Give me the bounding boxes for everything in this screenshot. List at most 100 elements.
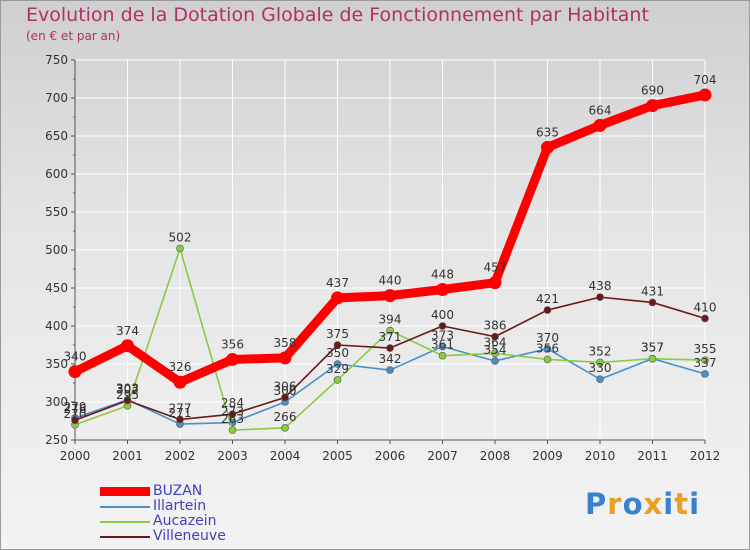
data-label-aucazein: 502 <box>169 230 192 244</box>
data-point-villeneuve <box>648 298 657 307</box>
legend-label: Aucazein <box>153 513 217 529</box>
y-tick-label: 700 <box>45 91 68 105</box>
data-point-aucazein <box>491 349 499 358</box>
x-tick-label: 2001 <box>112 449 143 463</box>
data-label-aucazein: 263 <box>221 412 244 426</box>
data-point-buzan <box>541 140 554 154</box>
data-point-buzan <box>488 276 502 290</box>
data-label-villeneuve: 400 <box>431 308 454 322</box>
logo-letter: t <box>674 487 690 521</box>
y-tick-label: 500 <box>45 243 68 257</box>
legend-item-villeneuve: Villeneuve <box>100 529 226 544</box>
data-point-aucazein <box>438 351 447 360</box>
data-label-buzan: 358 <box>274 336 297 350</box>
data-label-illartein: 273 <box>221 405 244 419</box>
data-point-buzan <box>593 118 607 132</box>
data-point-aucazein <box>176 244 184 253</box>
data-label-illartein: 342 <box>379 352 402 366</box>
data-label-aucazein: 355 <box>694 342 717 356</box>
data-label-illartein: 303 <box>116 382 139 396</box>
y-tick-label: 550 <box>45 205 68 219</box>
data-point-illartein <box>701 370 709 378</box>
data-label-illartein: 370 <box>536 331 559 345</box>
proxiti-logo: Proxiti <box>585 487 700 521</box>
data-point-buzan <box>698 88 712 102</box>
x-tick-label: 2008 <box>480 449 511 463</box>
data-point-illartein <box>386 366 394 374</box>
data-label-buzan: 704 <box>694 73 717 87</box>
data-point-illartein <box>596 375 604 384</box>
chart-title: Evolution de la Dotation Globale de Fonc… <box>26 4 649 26</box>
data-point-villeneuve <box>71 416 79 425</box>
data-label-aucazein: 357 <box>641 341 664 355</box>
legend-swatch <box>100 505 150 508</box>
data-label-aucazein: 329 <box>326 362 349 376</box>
data-label-buzan: 437 <box>326 276 349 290</box>
data-label-aucazein: 361 <box>431 338 454 352</box>
data-label-aucazein: 364 <box>484 335 507 349</box>
logo-letter: o <box>622 487 644 521</box>
data-label-aucazein: 295 <box>116 388 139 402</box>
legend-item-illartein: Illartein <box>100 499 226 514</box>
logo-letter: i <box>663 487 675 521</box>
logo-letter: r <box>607 487 623 521</box>
data-label-buzan: 457 <box>484 261 507 275</box>
data-label-villeneuve: 421 <box>536 292 559 306</box>
data-label-buzan: 440 <box>379 274 402 288</box>
data-point-buzan <box>383 289 397 303</box>
data-point-villeneuve <box>491 332 499 341</box>
data-label-villeneuve: 277 <box>169 401 192 415</box>
data-label-illartein: 373 <box>431 329 454 343</box>
x-tick-label: 2002 <box>165 449 196 463</box>
data-point-villeneuve <box>596 293 604 301</box>
data-point-buzan <box>278 351 292 365</box>
data-point-aucazein <box>281 424 289 432</box>
data-point-villeneuve <box>438 322 447 330</box>
data-point-villeneuve <box>123 396 132 405</box>
data-label-aucazein: 270 <box>64 407 87 421</box>
data-point-villeneuve <box>333 341 342 349</box>
data-point-aucazein <box>701 356 709 365</box>
data-label-villeneuve: 284 <box>221 396 244 410</box>
x-tick-label: 2006 <box>375 449 406 463</box>
data-label-villeneuve: 438 <box>589 279 612 293</box>
data-point-buzan <box>173 375 187 389</box>
x-tick-label: 2007 <box>427 449 458 463</box>
data-label-buzan: 340 <box>64 350 87 364</box>
data-label-villeneuve: 306 <box>274 379 297 393</box>
data-label-buzan: 664 <box>589 103 612 117</box>
x-tick-label: 2009 <box>532 449 563 463</box>
data-label-villeneuve: 302 <box>116 382 139 396</box>
data-label-illartein: 279 <box>64 400 87 414</box>
data-label-buzan: 356 <box>221 337 244 351</box>
data-point-aucazein <box>386 326 394 335</box>
data-label-buzan: 374 <box>116 324 139 338</box>
data-point-illartein <box>491 357 499 365</box>
data-label-illartein: 300 <box>274 384 297 398</box>
data-label-villeneuve: 276 <box>64 402 87 416</box>
data-point-aucazein <box>648 354 657 363</box>
legend-item-buzan: BUZAN <box>100 484 226 499</box>
data-point-villeneuve <box>228 410 237 418</box>
data-point-illartein <box>333 360 342 368</box>
y-tick-label: 400 <box>45 319 68 333</box>
series-lines <box>68 88 712 434</box>
y-tick-label: 750 <box>45 53 68 67</box>
data-label-buzan: 635 <box>536 125 559 139</box>
data-label-aucazein: 352 <box>589 344 612 358</box>
legend-swatch <box>100 535 150 538</box>
data-label-villeneuve: 375 <box>326 327 349 341</box>
logo-letter: P <box>585 487 608 521</box>
data-point-villeneuve <box>281 393 289 402</box>
x-tick-label: 2000 <box>60 449 91 463</box>
chart-subtitle: (en € et par an) <box>26 29 121 43</box>
data-point-villeneuve <box>386 344 394 352</box>
legend-label: Illartein <box>153 498 207 514</box>
legend-item-aucazein: Aucazein <box>100 514 226 529</box>
data-point-aucazein <box>596 358 604 367</box>
x-tick-label: 2010 <box>585 449 616 463</box>
data-label-aucazein: 394 <box>379 313 402 327</box>
y-tick-label: 350 <box>45 357 68 371</box>
legend: BUZAN Illartein Aucazein Villeneuve <box>100 484 226 544</box>
data-label-illartein: 271 <box>169 406 192 420</box>
